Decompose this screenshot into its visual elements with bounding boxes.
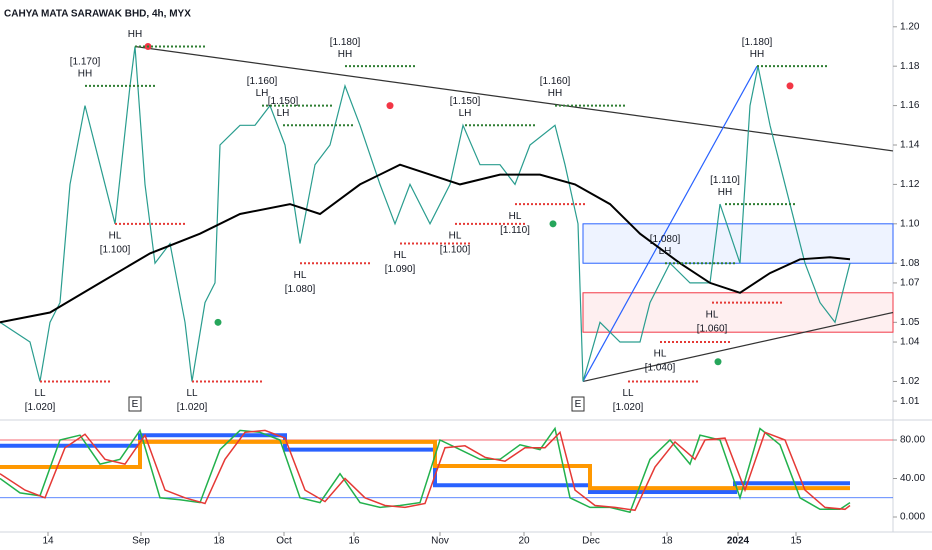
x-tick-label: 18 bbox=[661, 536, 673, 547]
series-line bbox=[0, 439, 850, 491]
pivot-price: [1.180] bbox=[330, 37, 361, 48]
signal-dot bbox=[549, 220, 557, 228]
y-tick-label: 40.00 bbox=[900, 473, 925, 484]
event-label: E bbox=[132, 399, 139, 410]
signal-dot bbox=[214, 318, 222, 326]
pivot-price: [1.110] bbox=[710, 175, 740, 186]
pivot-label: LH bbox=[659, 246, 672, 257]
pivot-label: HL bbox=[109, 230, 122, 241]
y-tick-label: 1.05 bbox=[900, 317, 920, 328]
pivot-label: HL bbox=[294, 270, 307, 281]
x-tick-label: Sep bbox=[132, 536, 150, 547]
pivot-price: [1.020] bbox=[177, 402, 208, 413]
series-line bbox=[0, 46, 851, 382]
pivot-label: HL bbox=[394, 250, 407, 261]
pivot-label: LL bbox=[622, 388, 634, 399]
y-tick-label: 1.18 bbox=[900, 61, 920, 72]
pivot-price: [1.100] bbox=[440, 244, 471, 255]
y-tick-label: 1.02 bbox=[900, 376, 920, 387]
pivot-label: LL bbox=[34, 388, 46, 399]
pivot-label: HH bbox=[338, 49, 352, 60]
pivot-label: HH bbox=[548, 88, 562, 99]
x-tick-label: 18 bbox=[213, 536, 225, 547]
chart-title: CAHYA MATA SARAWAK BHD, 4h, MYX bbox=[4, 9, 191, 20]
y-tick-label: 80.00 bbox=[900, 435, 925, 446]
x-tick-label: Dec bbox=[582, 536, 600, 547]
pivot-label: LH bbox=[459, 108, 472, 119]
y-tick-label: 1.14 bbox=[900, 140, 920, 151]
x-tick-label: 20 bbox=[518, 536, 530, 547]
pivot-price: [1.080] bbox=[650, 234, 681, 245]
pivot-price: [1.090] bbox=[385, 264, 416, 275]
x-tick-label: 2024 bbox=[727, 536, 750, 547]
pivot-label: HL bbox=[654, 349, 667, 360]
pivot-price: [1.180] bbox=[742, 37, 773, 48]
signal-dot bbox=[714, 358, 722, 366]
signal-dot bbox=[386, 102, 394, 110]
y-tick-label: 1.08 bbox=[900, 258, 920, 269]
y-tick-label: 1.12 bbox=[900, 179, 920, 190]
pivot-price: [1.160] bbox=[247, 76, 278, 87]
pivot-price: [1.160] bbox=[540, 76, 571, 87]
pivot-label: LH bbox=[256, 88, 269, 99]
event-box bbox=[128, 396, 142, 412]
pivot-label: HH bbox=[718, 187, 732, 198]
pivot-label: HL bbox=[449, 230, 462, 241]
y-tick-label: 1.10 bbox=[900, 218, 920, 229]
trendline bbox=[582, 65, 758, 382]
x-tick-label: Oct bbox=[276, 536, 292, 547]
pivot-price: [1.080] bbox=[285, 284, 316, 295]
y-tick-label: 1.04 bbox=[900, 337, 920, 348]
pivot-price: [1.060] bbox=[697, 323, 728, 334]
zone bbox=[582, 292, 894, 333]
pivot-label: LH bbox=[277, 108, 290, 119]
pivot-label: LL bbox=[186, 388, 198, 399]
event-label: E bbox=[575, 399, 582, 410]
y-tick-label: 1.16 bbox=[900, 100, 920, 111]
x-tick-label: Nov bbox=[431, 536, 449, 547]
x-tick-label: 16 bbox=[348, 536, 360, 547]
pivot-price: [1.040] bbox=[645, 363, 676, 374]
pivot-label: HL bbox=[509, 211, 522, 222]
pivot-label: HL bbox=[706, 309, 719, 320]
pivot-label: HH bbox=[78, 69, 92, 80]
trendline bbox=[134, 45, 894, 152]
y-tick-label: 1.20 bbox=[900, 21, 920, 32]
pivot-label: HH bbox=[128, 29, 142, 40]
series-line bbox=[0, 163, 851, 324]
series-line bbox=[0, 426, 851, 514]
pivot-price: [1.020] bbox=[25, 402, 56, 413]
event-box bbox=[571, 396, 585, 412]
pivot-price: [1.020] bbox=[613, 402, 644, 413]
pivot-label: HH bbox=[750, 49, 764, 60]
pivot-price: [1.100] bbox=[100, 244, 131, 255]
signal-dot bbox=[786, 82, 794, 90]
series-line bbox=[0, 429, 851, 512]
pivot-price: [1.150] bbox=[268, 96, 299, 107]
y-tick-label: 1.07 bbox=[900, 278, 920, 289]
y-tick-label: 0.000 bbox=[900, 512, 925, 523]
x-tick-label: 15 bbox=[790, 536, 802, 547]
y-tick-label: 1.01 bbox=[900, 396, 920, 407]
pivot-price: [1.150] bbox=[450, 96, 481, 107]
pivot-price: [1.170] bbox=[70, 57, 101, 68]
trendline bbox=[582, 311, 894, 383]
x-tick-label: 14 bbox=[42, 536, 54, 547]
pivot-price: [1.110] bbox=[500, 225, 530, 236]
